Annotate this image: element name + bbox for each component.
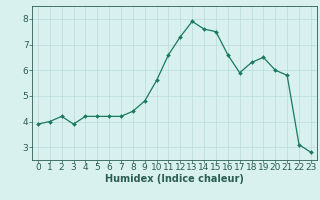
X-axis label: Humidex (Indice chaleur): Humidex (Indice chaleur)	[105, 174, 244, 184]
